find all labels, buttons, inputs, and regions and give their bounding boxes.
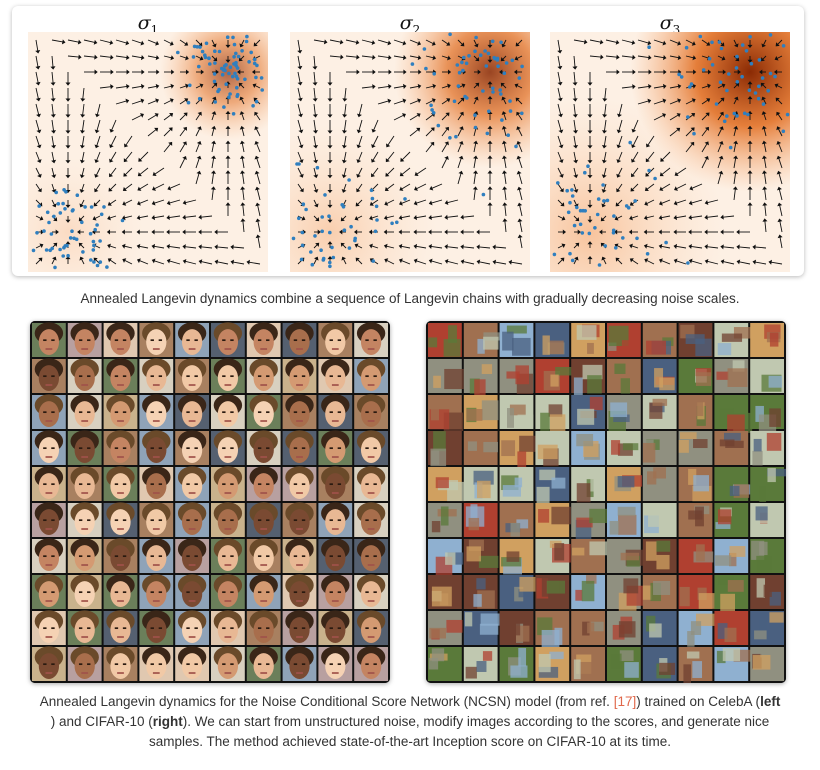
caption-bold-right: right (152, 714, 183, 729)
caption-text: ) and CIFAR-10 ( (50, 714, 153, 729)
caption-text: samples. The method achieved state-of-th… (149, 734, 671, 749)
cifar10-samples-image (426, 321, 786, 683)
cifar10-samples-grid (426, 321, 786, 683)
caption-bold-left: left (760, 694, 781, 709)
caption-top: Annealed Langevin dynamics combine a seq… (80, 291, 740, 306)
caption-bottom: Annealed Langevin dynamics for the Noise… (0, 692, 820, 752)
caption-text: ) trained on CelebA ( (636, 694, 761, 709)
panel-title-sigma-1: σ1 (137, 12, 159, 37)
panel-title-sigma-3: σ3 (659, 12, 681, 37)
panel-title-sigma-2: σ2 (399, 12, 421, 37)
annealed-langevin-figure: σ1 σ2 σ3 (12, 6, 804, 276)
caption-text: Annealed Langevin dynamics for the Noise… (39, 694, 614, 709)
celeba-samples-image (30, 321, 390, 683)
score-field-panel-sigma-3 (550, 32, 790, 272)
celeba-samples-grid (30, 321, 390, 683)
score-field-panel-sigma-2 (290, 32, 530, 272)
reference-link[interactable]: [17] (613, 694, 637, 709)
score-field-panel-sigma-1 (28, 32, 268, 272)
caption-text: ). We can start from unstructured noise,… (182, 714, 770, 729)
